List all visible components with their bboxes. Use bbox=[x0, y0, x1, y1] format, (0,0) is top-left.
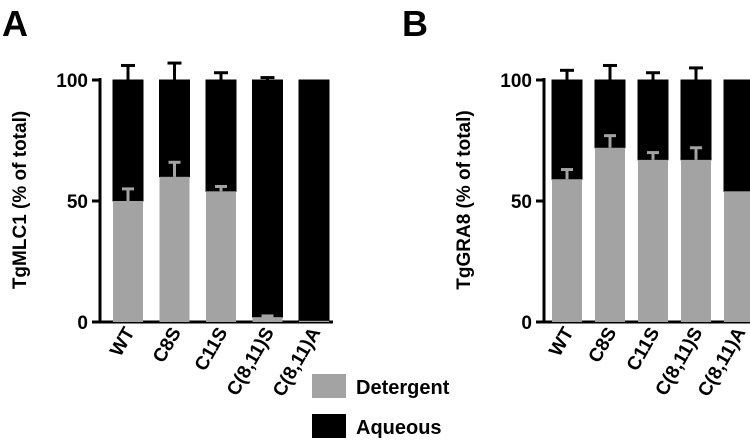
bar-detergent-a bbox=[299, 320, 329, 322]
bar-aqueous-a bbox=[252, 79, 283, 318]
bar-detergent-a bbox=[252, 317, 283, 322]
y-tick-label-a: 0 bbox=[77, 313, 88, 334]
x-tick-label-b: WT bbox=[545, 324, 578, 360]
panel-label-b: B bbox=[402, 3, 428, 44]
panel-label-a: A bbox=[2, 3, 28, 44]
legend-swatch-detergent bbox=[312, 374, 346, 398]
x-tick-label-b: C8S bbox=[585, 324, 622, 367]
x-tick-label-a: C11S bbox=[191, 324, 232, 375]
bar-detergent-b bbox=[724, 191, 750, 322]
x-tick-label-b: C11S bbox=[623, 324, 664, 375]
y-tick-label-b: 100 bbox=[500, 71, 532, 92]
bar-aqueous-b bbox=[551, 79, 583, 180]
legend: Detergent Aqueous bbox=[312, 374, 450, 439]
legend-swatch-aqueous bbox=[312, 414, 346, 438]
bar-detergent-b bbox=[681, 159, 711, 322]
y-tick-label-a: 100 bbox=[56, 71, 88, 92]
x-tick-label-a: WT bbox=[106, 324, 139, 360]
y-axis-label-a: TgMLC1 (% of total) bbox=[10, 111, 31, 289]
x-tick-label-a: C8S bbox=[149, 324, 186, 367]
bar-detergent-a bbox=[113, 201, 143, 322]
bar-aqueous-a bbox=[159, 79, 190, 178]
bar-aqueous-a bbox=[298, 79, 330, 322]
bar-aqueous-a bbox=[205, 79, 237, 192]
y-tick-label-b: 0 bbox=[521, 313, 532, 334]
y-axis-label-b: TgGRA8 (% of total) bbox=[454, 110, 475, 289]
legend-label-detergent: Detergent bbox=[356, 377, 450, 399]
bar-detergent-a bbox=[159, 176, 190, 322]
bar-detergent-b bbox=[638, 159, 668, 322]
bar-aqueous-a bbox=[112, 79, 144, 202]
y-tick-label-b: 50 bbox=[511, 192, 532, 213]
bar-aqueous-b bbox=[723, 79, 750, 192]
legend-label-aqueous: Aqueous bbox=[356, 417, 442, 439]
bar-aqueous-b bbox=[637, 79, 669, 161]
y-tick-label-a: 50 bbox=[67, 192, 88, 213]
bar-detergent-a bbox=[206, 191, 236, 322]
bar-detergent-b bbox=[552, 179, 582, 322]
bar-detergent-b bbox=[595, 147, 625, 322]
